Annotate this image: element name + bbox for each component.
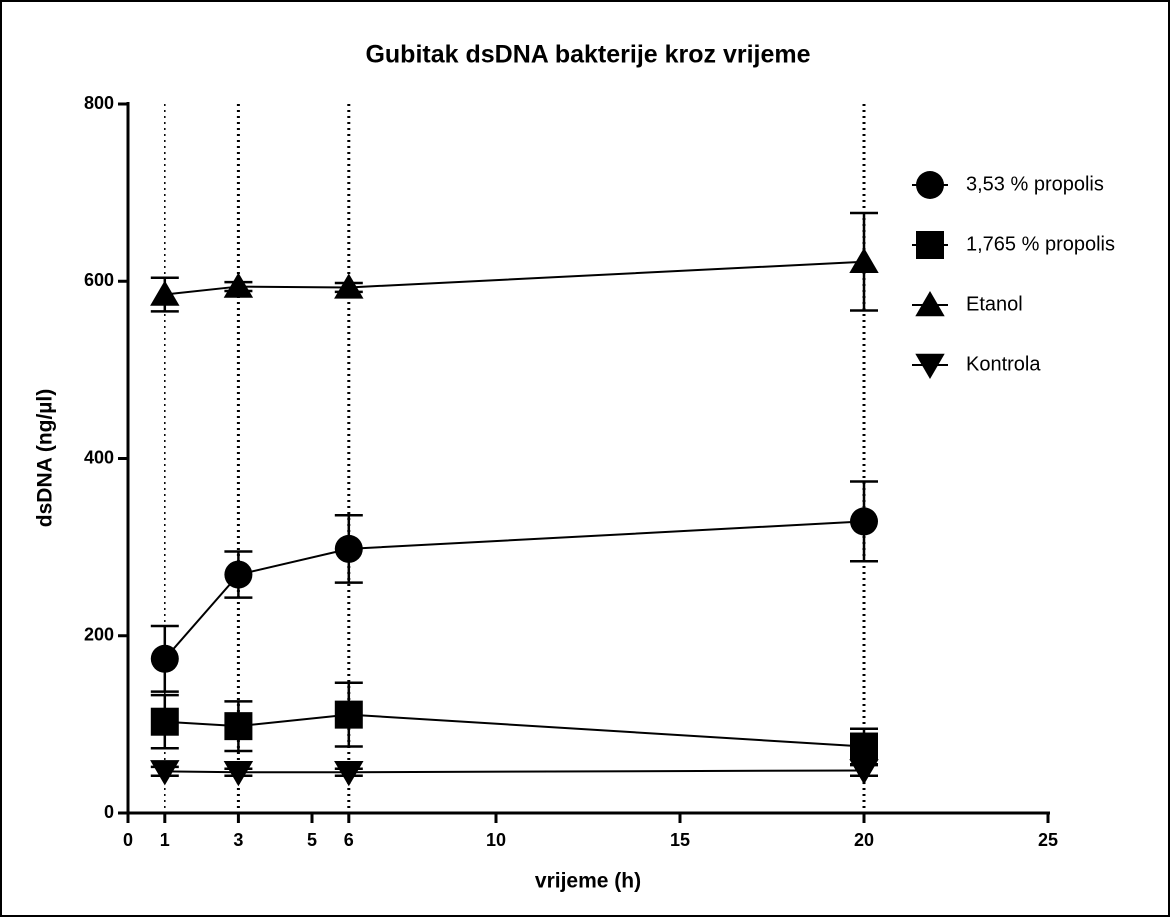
marker bbox=[150, 760, 180, 786]
marker bbox=[916, 171, 944, 199]
marker bbox=[915, 291, 945, 317]
marker bbox=[849, 759, 879, 785]
y-tick-label: 0 bbox=[104, 802, 114, 822]
marker bbox=[334, 761, 364, 787]
marker bbox=[224, 560, 253, 589]
marker bbox=[223, 761, 254, 787]
chart-title: Gubitak dsDNA bakterije kroz vrijeme bbox=[365, 41, 810, 69]
legend-label: Kontrola bbox=[966, 353, 1041, 375]
y-tick-label: 800 bbox=[84, 93, 114, 113]
marker bbox=[334, 273, 364, 299]
legend-label: 3,53 % propolis bbox=[966, 173, 1104, 195]
y-tick-label: 400 bbox=[84, 447, 114, 467]
y-axis-label: dsDNA (ng/µl) bbox=[34, 389, 57, 527]
x-tick-label: 0 bbox=[123, 830, 133, 850]
series-line bbox=[164, 520, 865, 660]
x-tick-label: 6 bbox=[344, 830, 354, 850]
legend-label: Etanol bbox=[966, 293, 1023, 315]
marker bbox=[916, 231, 944, 259]
legend-label: 1,765 % propolis bbox=[966, 233, 1115, 255]
marker bbox=[915, 353, 945, 379]
marker bbox=[850, 507, 878, 536]
series-line bbox=[164, 713, 865, 748]
x-axis-label: vrijeme (h) bbox=[535, 870, 641, 893]
marker bbox=[223, 272, 254, 298]
series-line bbox=[164, 260, 865, 296]
marker bbox=[150, 280, 180, 306]
marker bbox=[224, 712, 253, 741]
y-tick-label: 200 bbox=[84, 625, 114, 645]
x-tick-label: 20 bbox=[854, 830, 874, 850]
marker bbox=[334, 534, 363, 563]
marker bbox=[849, 247, 879, 273]
x-tick-label: 25 bbox=[1038, 830, 1058, 850]
x-tick-label: 3 bbox=[233, 830, 243, 850]
x-tick-label: 5 bbox=[307, 830, 317, 850]
x-tick-label: 15 bbox=[670, 830, 690, 850]
x-tick-label: 10 bbox=[486, 830, 506, 850]
marker bbox=[150, 644, 179, 673]
y-tick-label: 600 bbox=[84, 270, 114, 290]
x-tick-label: 1 bbox=[160, 830, 170, 850]
series-line bbox=[164, 769, 865, 774]
marker bbox=[334, 700, 363, 729]
marker bbox=[850, 732, 878, 761]
marker bbox=[150, 707, 179, 736]
